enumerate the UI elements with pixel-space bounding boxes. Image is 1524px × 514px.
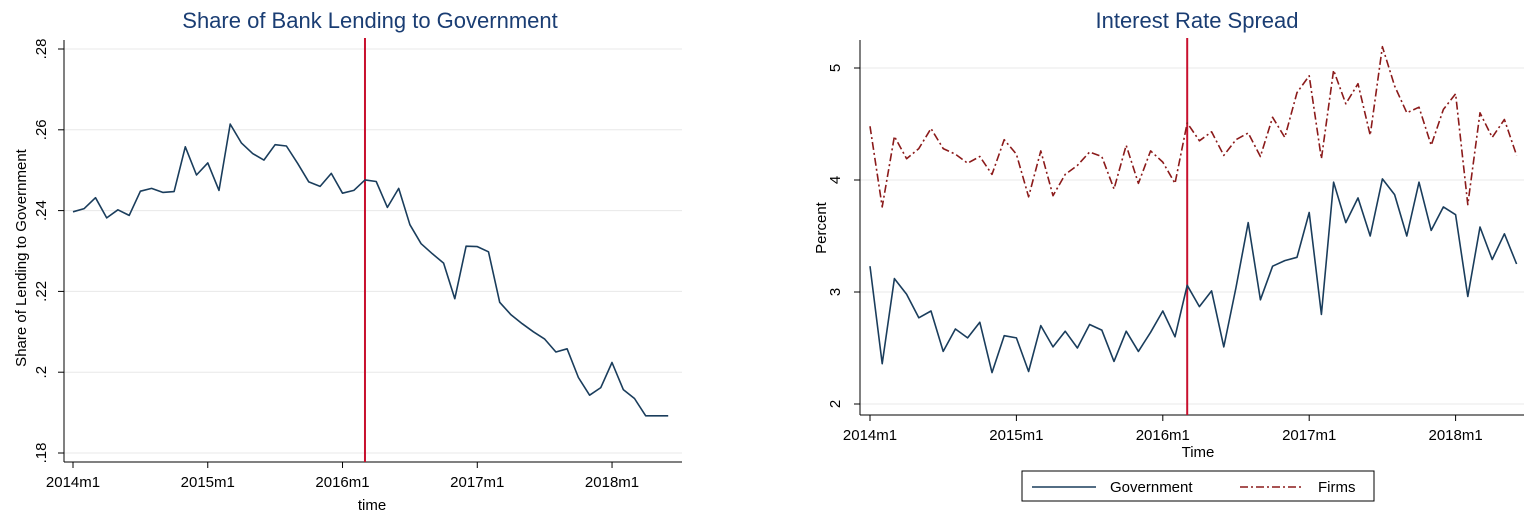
chart-title: Interest Rate Spread <box>1095 8 1298 33</box>
y-tick-label: 2 <box>827 400 844 408</box>
y-tick-label: .2 <box>33 366 50 379</box>
chart-title: Share of Bank Lending to Government <box>182 8 557 33</box>
y-axis-title: Share of Lending to Government <box>13 148 30 366</box>
x-tick-label: 2016m1 <box>315 474 369 491</box>
x-axis-title: Time <box>1182 444 1215 461</box>
x-tick-label: 2017m1 <box>1282 427 1336 444</box>
x-tick-label: 2015m1 <box>181 474 235 491</box>
x-tick-label: 2016m1 <box>1136 427 1190 444</box>
y-axis-ticks: 2 3 4 5 <box>827 64 860 408</box>
legend: Government Firms <box>1021 470 1375 502</box>
grid-lines <box>64 48 682 454</box>
series-line-government <box>869 178 1518 374</box>
legend-label-government: Government <box>1110 479 1193 496</box>
x-tick-label: 2014m1 <box>843 427 897 444</box>
x-axis-title: time <box>358 497 386 514</box>
y-tick-label: 4 <box>827 176 844 184</box>
chart-share-of-lending: Share of Bank Lending to Government .18.… <box>13 8 682 514</box>
y-tick-label: .26 <box>33 119 50 140</box>
legend-label-firms: Firms <box>1318 479 1356 496</box>
y-tick-label: .24 <box>33 200 50 221</box>
x-tick-label: 2018m1 <box>1428 427 1482 444</box>
x-axis-ticks: 2014m1 2015m1 2016m1 2017m1 2018m1 <box>46 462 639 491</box>
x-tick-label: 2017m1 <box>450 474 504 491</box>
series-line-share <box>72 123 669 417</box>
legend-box <box>1021 470 1375 502</box>
x-tick-label: 2014m1 <box>46 474 100 491</box>
x-axis-ticks: 2014m1 2015m1 2016m1 2017m1 2018m1 <box>843 415 1483 444</box>
y-tick-label: .28 <box>33 39 50 60</box>
y-axis-title: Percent <box>813 201 830 254</box>
y-tick-label: .22 <box>33 281 50 302</box>
series-line-firms <box>869 45 1518 208</box>
y-tick-label: .18 <box>33 443 50 464</box>
grid-lines <box>860 67 1524 405</box>
x-tick-label: 2018m1 <box>585 474 639 491</box>
y-tick-label: 3 <box>827 288 844 296</box>
x-tick-label: 2015m1 <box>989 427 1043 444</box>
y-axis-ticks: .18 .2 .22 .24 .26 .28 <box>33 39 64 464</box>
y-tick-label: 5 <box>827 64 844 72</box>
